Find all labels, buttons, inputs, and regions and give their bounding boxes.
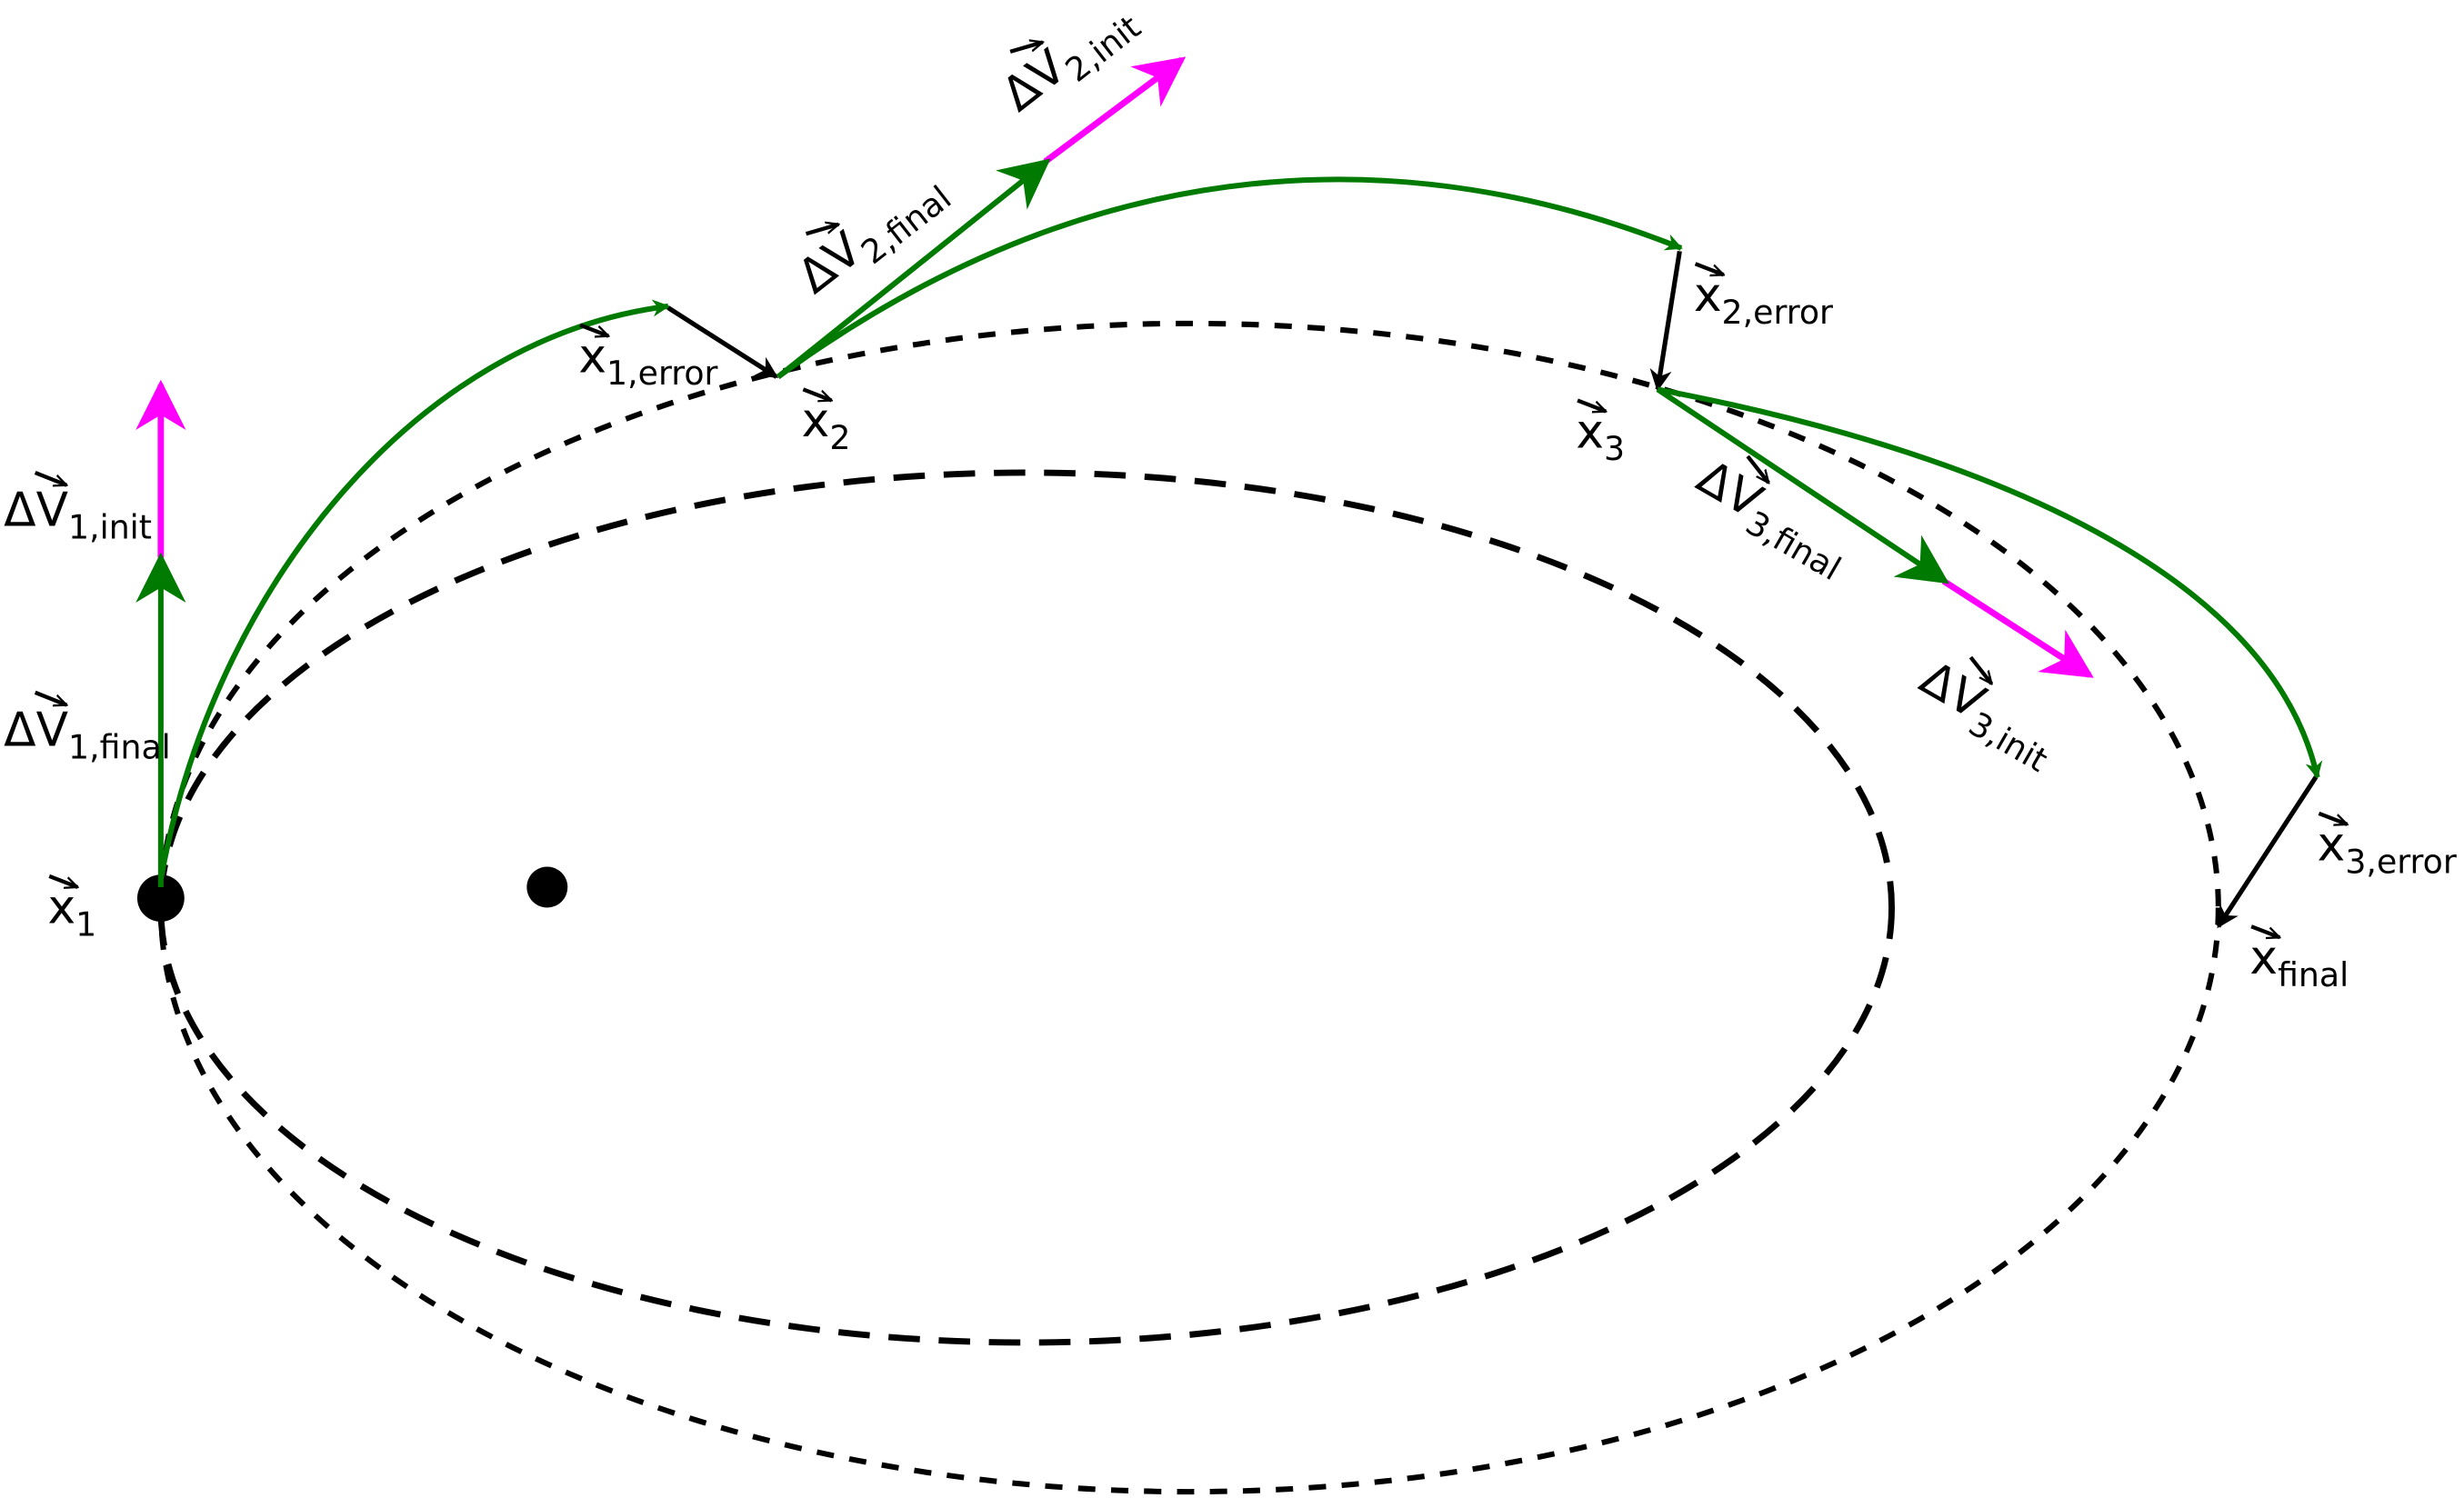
dv3-init-arrow [1941, 578, 2094, 678]
dv2-init-arrow [1043, 56, 1187, 165]
label-dv1-final: ΔV1,final [4, 690, 171, 767]
svg-text:xfinal: xfinal [2249, 931, 2349, 994]
svg-text:x3,error: x3,error [2318, 818, 2457, 882]
svg-text:x3: x3 [1576, 404, 1625, 468]
x3-error-arrow [2216, 775, 2319, 929]
svg-text:x1,error: x1,error [578, 329, 717, 393]
label-dv3-final: ΔV3,final [1683, 450, 1859, 588]
x1-error-arrow [666, 305, 779, 379]
svg-text:ΔV2,init: ΔV2,init [992, 0, 1147, 129]
dv3-final-arrow [1656, 386, 1949, 584]
outer-orbit [157, 320, 2221, 1495]
central-body [526, 866, 568, 908]
label-dv1-init: ΔV1,init [4, 470, 152, 547]
label-dv2-final: ΔV2,final [788, 159, 959, 312]
trajectory-arc-2 [776, 176, 1683, 380]
x2-error-arrow [1649, 250, 1682, 392]
label-x1: x1 [47, 874, 96, 944]
label-dv2-init: ΔV2,init [992, 0, 1147, 129]
svg-text:ΔV3,final: ΔV3,final [1683, 450, 1859, 588]
inner-orbit [157, 469, 1895, 1346]
trajectory-arc-3 [1657, 386, 2323, 779]
start-point-x1 [136, 874, 185, 923]
label-dv3-init: ΔV3,init [1907, 651, 2067, 780]
svg-text:x2,error: x2,error [1694, 268, 1833, 332]
label-x3-error: x3,error [2318, 811, 2457, 882]
svg-text:ΔV2,final: ΔV2,final [788, 159, 959, 312]
label-x3: x3 [1576, 398, 1625, 468]
trajectory-arc-1 [157, 299, 670, 880]
label-x2: x2 [802, 387, 851, 457]
label-x-final: xfinal [2249, 924, 2349, 994]
svg-text:x1: x1 [47, 881, 96, 944]
svg-text:ΔV1,final: ΔV1,final [4, 704, 171, 767]
dv2-final-arrow [776, 158, 1051, 379]
svg-text:ΔV3,init: ΔV3,init [1907, 651, 2067, 780]
label-x1-error: x1,error [578, 323, 718, 393]
svg-text:ΔV1,init: ΔV1,init [4, 484, 152, 547]
label-x2-error: x2,error [1694, 262, 1833, 332]
svg-text:x2: x2 [802, 394, 851, 457]
